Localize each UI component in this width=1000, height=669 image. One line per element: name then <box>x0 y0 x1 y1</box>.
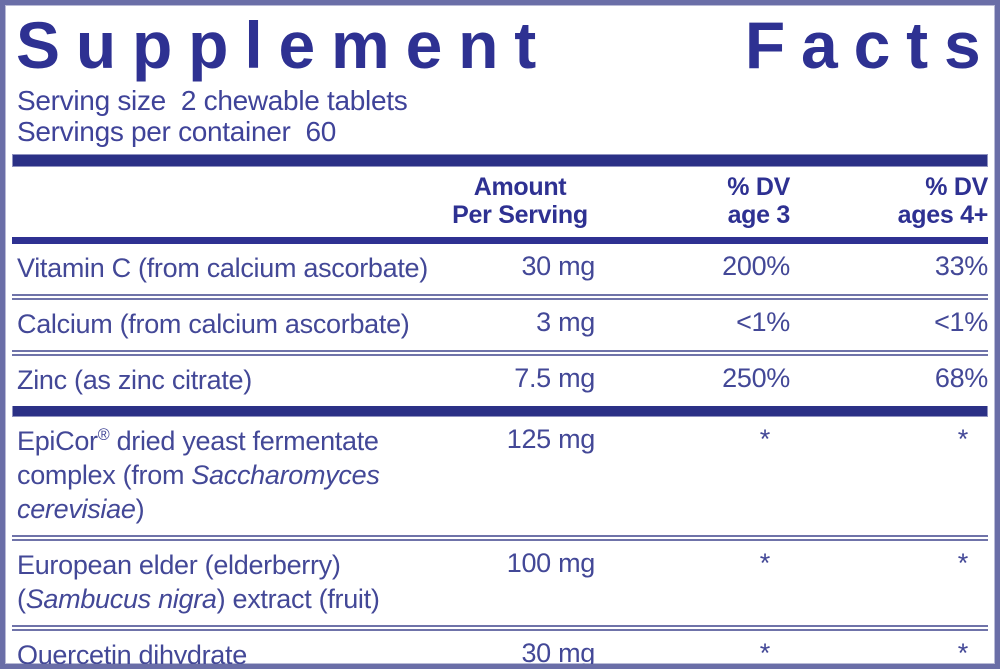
dv-age3-cell: 200% <box>722 251 790 281</box>
ingredient-row: Vitamin C (from calcium ascorbate) 30 mg… <box>12 244 988 294</box>
table-header-row: Amount Per Serving % DV age 3 % DV ages … <box>12 167 988 237</box>
dv-age3-cell: * <box>759 638 771 668</box>
ingredient-row: Calcium (from calcium ascorbate) 3 mg <1… <box>12 300 988 350</box>
ingredient-name: European elder (elderberry) (Sambucus nig… <box>17 550 380 614</box>
amount-cell: 30 mg <box>521 251 595 281</box>
ingredient-row: EpiCor® dried yeast fermentate complex (f… <box>12 417 988 535</box>
row-separator <box>12 350 988 356</box>
facts-title-word-2: Facts <box>744 8 997 82</box>
header-amount-per-serving: Amount Per Serving <box>452 173 588 229</box>
dv-age3-cell: <1% <box>736 307 790 337</box>
amount-cell: 30 mg <box>521 638 595 668</box>
dv-age3-cell: * <box>759 548 771 578</box>
ingredient-name: EpiCor® dried yeast fermentate complex (f… <box>17 426 380 524</box>
amount-cell: 7.5 mg <box>514 363 595 393</box>
ingredient-name: Vitamin C (from calcium ascorbate) <box>17 253 428 283</box>
serving-block: Serving size 2 chewable tablets Servings… <box>17 85 988 147</box>
row-separator <box>12 294 988 300</box>
ingredient-row: Quercetin dihydrate 30 mg * * <box>12 631 988 669</box>
amount-cell: 3 mg <box>536 307 595 337</box>
dv-ages4-cell: <1% <box>934 307 988 337</box>
amount-cell: 125 mg <box>506 424 596 454</box>
amount-cell: 100 mg <box>506 548 596 578</box>
ingredient-name: Zinc (as zinc citrate) <box>17 365 252 395</box>
servings-per-container-line: Servings per container 60 <box>17 116 337 147</box>
ingredient-rows: Vitamin C (from calcium ascorbate) 30 mg… <box>12 244 988 669</box>
header-separator <box>12 237 988 244</box>
facts-title-word-1: Supplement <box>16 8 553 82</box>
ingredient-name: Calcium (from calcium ascorbate) <box>17 309 410 339</box>
row-separator <box>12 625 988 631</box>
dv-age3-cell: 250% <box>722 363 790 393</box>
section-bar <box>12 406 988 417</box>
ingredient-row: Zinc (as zinc citrate) 7.5 mg 250% 68% <box>12 356 988 406</box>
dv-ages4-cell: 68% <box>934 363 988 393</box>
dv-ages4-cell: 33% <box>934 251 988 281</box>
dv-ages4-cell: * <box>957 548 969 578</box>
row-separator <box>12 535 988 541</box>
serving-size-line: Serving size 2 chewable tablets <box>17 85 408 116</box>
header-dv-ages4: % DV ages 4+ <box>897 173 989 229</box>
ingredient-row: European elder (elderberry) (Sambucus nig… <box>12 541 988 625</box>
dv-age3-cell: * <box>759 424 771 454</box>
dv-ages4-cell: * <box>957 638 969 668</box>
facts-title: Supplement Facts <box>16 7 982 83</box>
table-top-bar <box>12 154 988 167</box>
ingredient-name: Quercetin dihydrate <box>17 640 247 669</box>
header-dv-age3: % DV age 3 <box>727 173 790 229</box>
dv-ages4-cell: * <box>957 424 969 454</box>
